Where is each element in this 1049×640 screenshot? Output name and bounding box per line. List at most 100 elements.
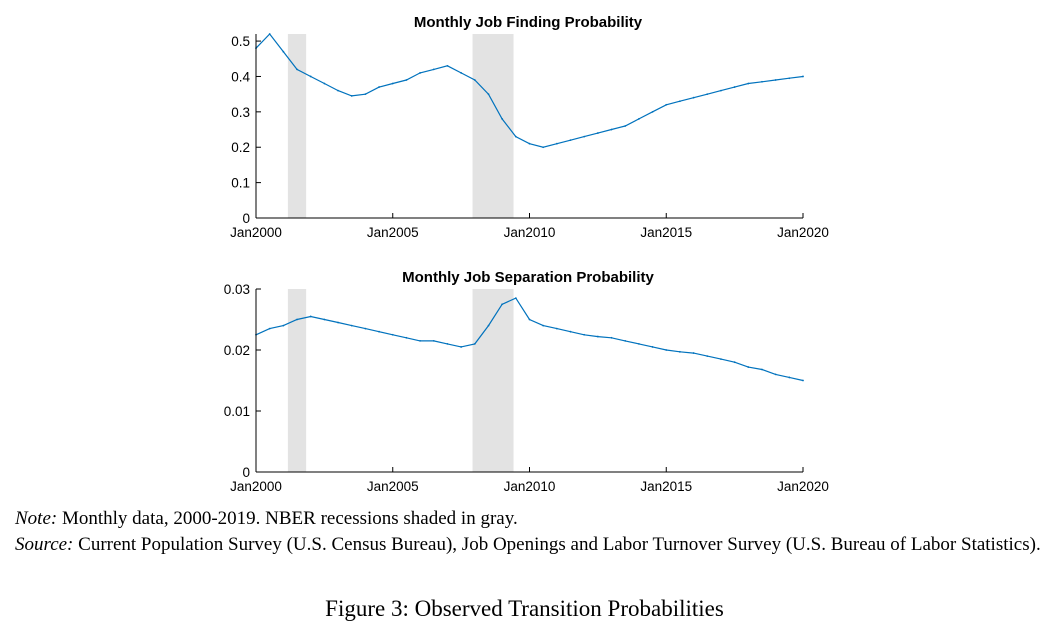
- data-point: [528, 142, 531, 145]
- data-point: [747, 82, 750, 85]
- data-point: [733, 361, 736, 364]
- figure-title: Figure 3: Observed Transition Probabilit…: [325, 596, 724, 621]
- data-point: [473, 343, 476, 345]
- data-point: [460, 72, 463, 74]
- data-point: [720, 358, 722, 361]
- data-point: [583, 135, 586, 138]
- data-point: [679, 100, 681, 103]
- note-label: Note:: [15, 508, 58, 529]
- data-point: [419, 339, 421, 342]
- y-tick-label: 0: [242, 211, 250, 226]
- data-point: [296, 68, 298, 71]
- data-point: [460, 346, 463, 348]
- recession-shade-1: [472, 289, 514, 472]
- x-tick-label: Jan2000: [230, 479, 282, 494]
- x-tick-label: Jan2010: [504, 479, 556, 494]
- data-point: [268, 327, 271, 330]
- data-point: [706, 355, 709, 357]
- job-finding-title: Monthly Job Finding Probability: [414, 14, 643, 31]
- data-point: [692, 96, 695, 99]
- data-point: [432, 339, 435, 342]
- y-tick-label: 0.5: [231, 34, 250, 49]
- data-point: [802, 379, 804, 382]
- data-point: [555, 327, 558, 330]
- data-point: [350, 95, 353, 97]
- data-point: [528, 318, 531, 321]
- y-tick-label: 0.02: [224, 343, 250, 358]
- job-finding-panel: Monthly Job Finding Probability 0 0.1 0.2 0…: [230, 14, 829, 240]
- data-point: [624, 339, 627, 342]
- data-point: [774, 373, 777, 376]
- data-point: [405, 79, 408, 81]
- x-tick-label: Jan2000: [230, 225, 282, 240]
- data-point: [542, 146, 545, 149]
- x-tick-label: Jan2020: [777, 225, 829, 240]
- job-separation-title: Monthly Job Separation Probability: [402, 269, 654, 286]
- source-text: Current Population Survey (U.S. Census B…: [73, 534, 1041, 555]
- y-tick-label: 0: [242, 465, 250, 480]
- data-point: [651, 346, 654, 348]
- y-tick-label: 0.01: [224, 404, 250, 419]
- y-tick-label: 0.1: [231, 176, 250, 191]
- data-point: [282, 50, 285, 53]
- y-tick-label: 0.4: [231, 69, 250, 84]
- data-point: [638, 118, 640, 120]
- data-point: [419, 72, 421, 74]
- data-point: [514, 297, 517, 300]
- job-separation-panel: Monthly Job Separation Probability 0 0.01…: [224, 269, 829, 494]
- data-point: [405, 336, 408, 339]
- series-line-0: [255, 297, 804, 382]
- data-point: [337, 89, 339, 92]
- recession-shade-0: [287, 34, 307, 218]
- x-tick-label: Jan2020: [777, 479, 829, 494]
- data-point: [692, 352, 695, 354]
- data-point: [542, 324, 545, 327]
- data-point: [720, 89, 722, 92]
- data-point: [446, 64, 449, 67]
- data-point: [583, 333, 586, 336]
- data-point: [665, 103, 668, 106]
- data-point: [569, 330, 572, 333]
- data-point: [596, 132, 599, 134]
- recession-shade-1: [472, 34, 514, 218]
- data-point: [391, 333, 394, 336]
- data-point: [774, 79, 777, 81]
- data-point: [624, 125, 627, 127]
- data-point: [514, 135, 517, 138]
- data-point: [501, 303, 504, 306]
- data-point: [323, 318, 326, 321]
- data-point: [638, 343, 640, 345]
- x-tick-label: Jan2010: [504, 225, 556, 240]
- data-point: [282, 324, 285, 327]
- data-point: [432, 68, 435, 71]
- x-tick-label: Jan2015: [640, 479, 692, 494]
- x-tick-label: Jan2015: [640, 225, 692, 240]
- data-point: [679, 350, 681, 353]
- data-point: [761, 368, 763, 371]
- data-point: [706, 93, 709, 96]
- note-text: Monthly data, 2000-2019. NBER recessions…: [57, 508, 518, 529]
- data-point: [309, 75, 312, 78]
- x-tick-label: Jan2005: [367, 225, 419, 240]
- data-point: [596, 335, 599, 338]
- data-point: [651, 110, 654, 113]
- data-point: [555, 142, 558, 145]
- data-point: [378, 86, 380, 88]
- data-point: [323, 82, 326, 85]
- data-point: [337, 321, 339, 324]
- source-line: Source: Current Population Survey (U.S. …: [15, 533, 1045, 557]
- data-point: [761, 80, 763, 83]
- data-point: [501, 118, 504, 120]
- data-point: [802, 75, 804, 78]
- note-line: Note: Monthly data, 2000-2019. NBER rece…: [15, 507, 1045, 531]
- data-point: [788, 77, 791, 80]
- y-tick-label: 0.3: [231, 105, 250, 120]
- data-point: [747, 366, 750, 368]
- data-point: [309, 315, 312, 318]
- data-point: [610, 336, 613, 339]
- data-point: [487, 324, 490, 327]
- data-point: [473, 79, 476, 81]
- data-point: [364, 93, 367, 96]
- data-point: [296, 318, 298, 321]
- data-point: [391, 82, 394, 85]
